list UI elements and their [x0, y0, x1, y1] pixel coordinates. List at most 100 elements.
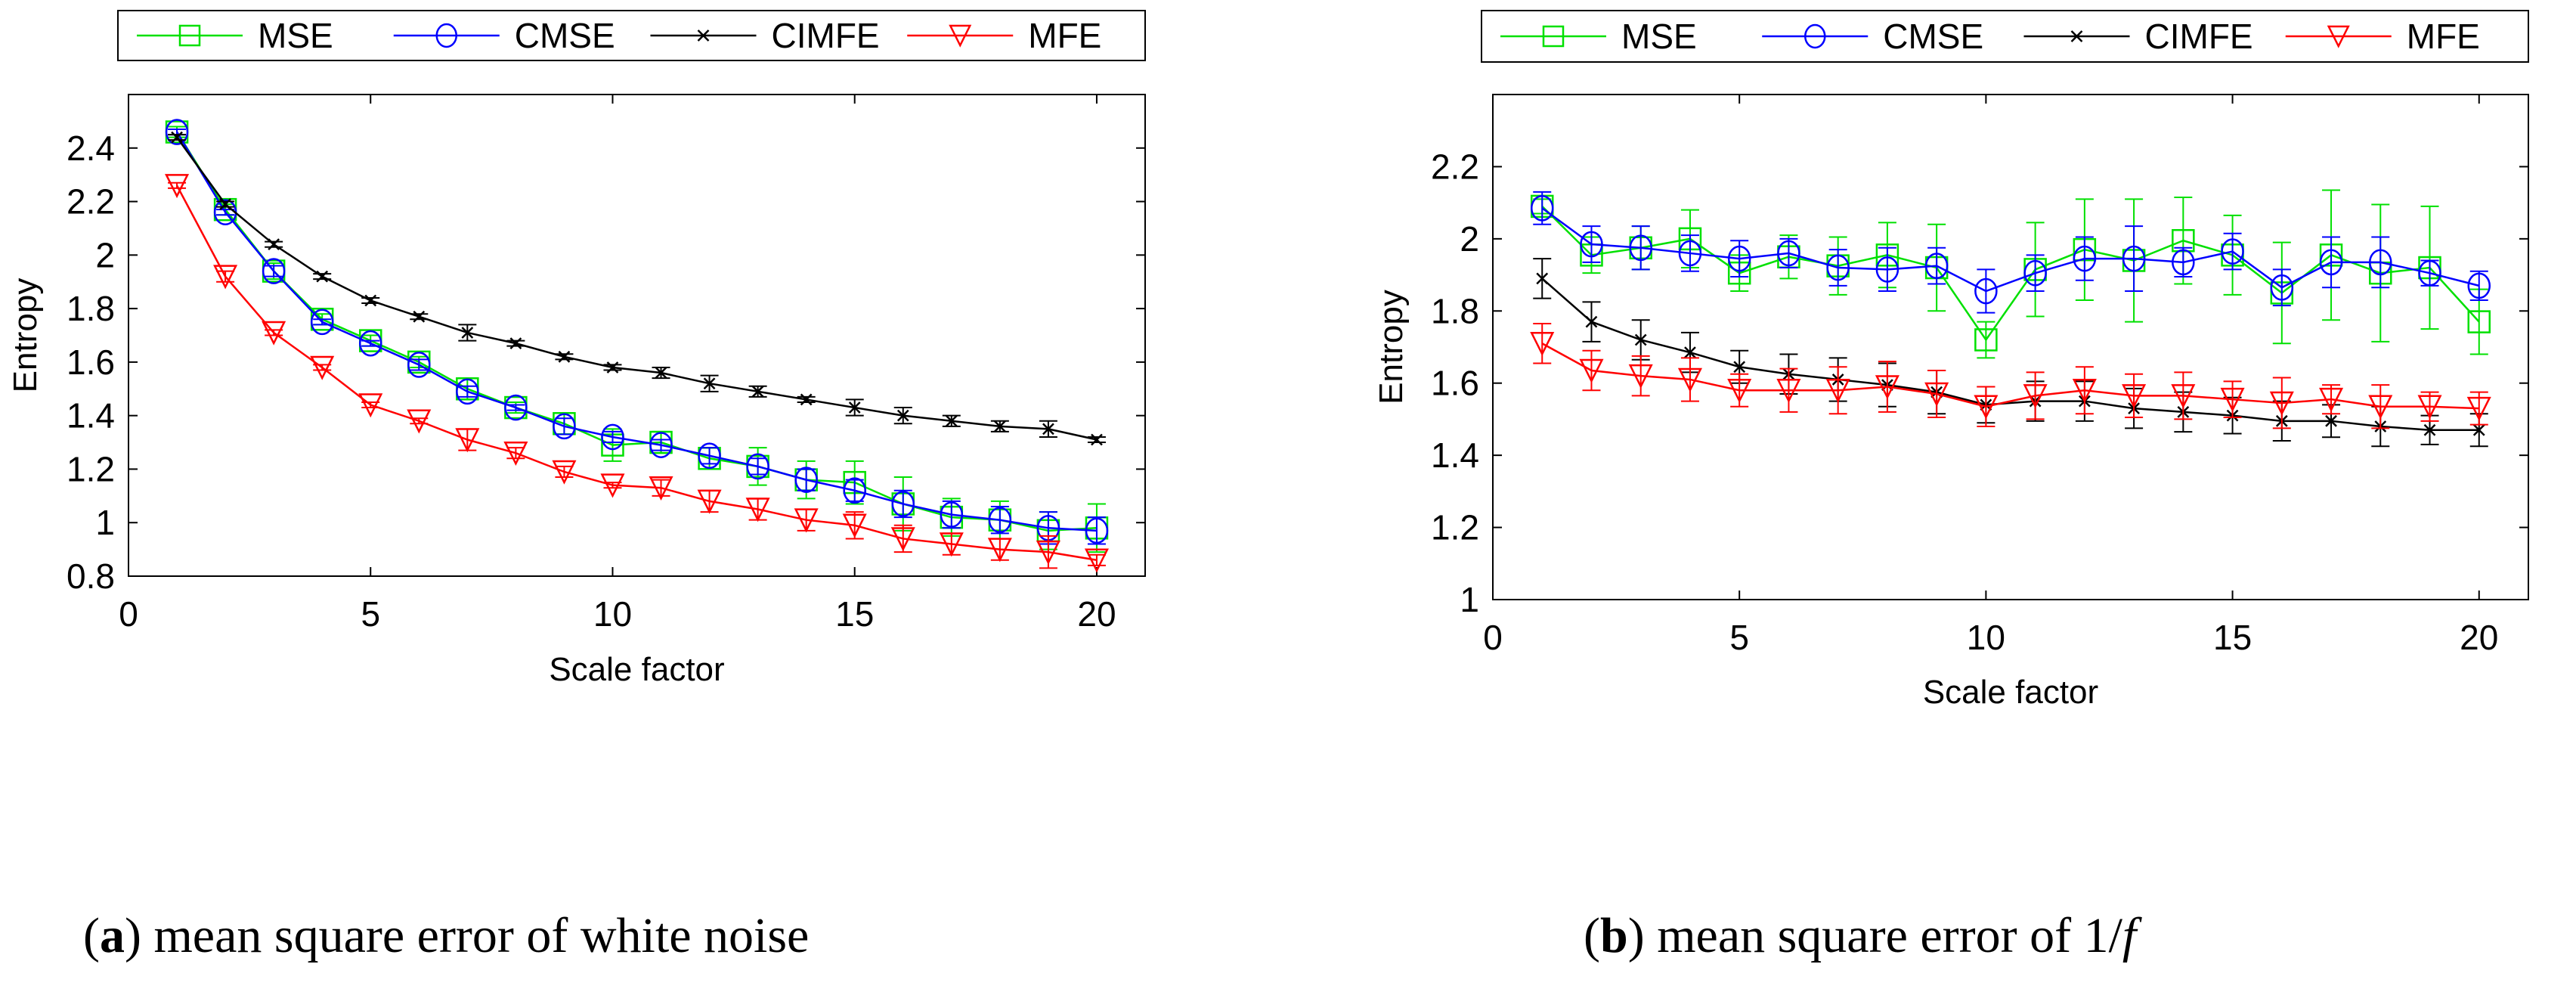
data-point	[794, 467, 818, 493]
error-bar	[2075, 236, 2094, 281]
error-bar	[168, 129, 187, 136]
y-tick-label: 1.2	[1431, 508, 1479, 547]
error-bar	[410, 358, 429, 371]
error-bar	[990, 505, 1009, 535]
data-point	[993, 420, 1006, 432]
y-axis-label: Entropy	[1373, 290, 1410, 405]
x-tick-label: 10	[1967, 618, 2005, 657]
y-tick-label: 2	[1460, 219, 1479, 259]
data-point	[1727, 379, 1752, 404]
data-point	[703, 377, 716, 390]
data-point	[461, 327, 474, 339]
legend-label: CMSE	[515, 16, 615, 55]
data-point	[843, 477, 866, 504]
chart-b: 0 5 10 15 20 1 1.2 1.4 1.6 1.8 2 2.2 Scale factor Ent…	[1373, 10, 2529, 711]
error-bar	[1533, 322, 1552, 364]
data-point	[600, 473, 625, 498]
data-point	[1727, 245, 1751, 272]
data-point	[558, 350, 571, 363]
data-point	[842, 513, 867, 538]
chart-a: 0 5 10 15 20 0.8 1 1.2 1.4 1.6 1.8 2 2.2 2.4 Scale fac…	[7, 10, 1146, 688]
data-point	[407, 409, 432, 434]
data-point	[1924, 382, 1949, 407]
data-point	[891, 491, 915, 517]
error-bar	[313, 318, 332, 326]
error-bar	[748, 498, 767, 521]
series-line-mfe	[1541, 343, 2479, 410]
legend-marker	[2327, 25, 2350, 48]
y-tick-label: 2	[95, 235, 115, 274]
data-point	[2072, 379, 2097, 404]
error-bar	[1533, 191, 1552, 225]
error-bar	[1631, 225, 1650, 271]
data-point	[1678, 240, 1702, 267]
series-line-cimfe	[176, 136, 1098, 441]
data-point	[2417, 395, 2442, 420]
error-bar	[555, 417, 574, 436]
data-point	[503, 441, 528, 467]
data-point	[2418, 259, 2441, 287]
data-point	[1974, 277, 1998, 305]
legend-marker	[2070, 30, 2083, 42]
data-point	[2319, 249, 2343, 276]
error-bar	[2469, 270, 2488, 301]
data-point	[794, 508, 819, 533]
x-axis-label: Scale factor	[1923, 674, 2098, 711]
data-point	[552, 460, 577, 485]
legend-label: MSE	[258, 16, 333, 55]
data-point	[1084, 548, 1109, 573]
y-tick-label: 2.2	[1431, 147, 1479, 186]
data-point	[601, 423, 624, 451]
data-point	[358, 393, 383, 418]
error-bar	[2075, 366, 2094, 415]
data-point	[800, 393, 813, 406]
error-bar	[1779, 367, 1798, 413]
data-point	[504, 394, 528, 421]
data-point	[1036, 540, 1060, 565]
x-axis-label: Scale factor	[549, 651, 724, 688]
series-mfe	[1530, 322, 2491, 429]
data-point	[1579, 358, 1604, 383]
data-point	[1530, 194, 1554, 222]
error-bar	[1828, 366, 1847, 415]
data-point	[1777, 240, 1800, 267]
legend-marker	[697, 29, 710, 42]
data-point	[945, 414, 958, 427]
data-point	[1684, 346, 1696, 359]
y-tick-label: 1.6	[1431, 364, 1479, 403]
data-point	[364, 294, 377, 307]
data-point	[2466, 396, 2491, 421]
data-point	[649, 476, 673, 501]
y-tick-label: 1.4	[1431, 436, 1479, 475]
x-tick-label: 0	[1483, 618, 1503, 657]
data-point	[697, 489, 722, 514]
data-point	[1826, 254, 1850, 281]
error-bar	[700, 489, 719, 513]
y-tick-label: 2.2	[67, 182, 115, 222]
error-bar	[458, 385, 477, 398]
data-point	[509, 337, 522, 350]
data-point	[310, 308, 334, 336]
x-tick-label: 10	[593, 594, 632, 634]
data-point	[455, 428, 480, 453]
data-point	[1629, 234, 1652, 262]
data-point	[606, 361, 619, 374]
series-line-cmse	[175, 131, 1098, 532]
error-bar	[2322, 236, 2341, 289]
error-bar	[1878, 246, 1896, 293]
data-point	[310, 355, 335, 380]
caption-b: (b) mean square error of 1/f	[1584, 908, 2137, 963]
legend-label: CMSE	[1883, 17, 1983, 56]
error-bar	[2174, 246, 2193, 277]
data-point	[2368, 395, 2393, 420]
data-point	[171, 131, 183, 144]
y-tick-label: 1	[1460, 580, 1479, 619]
error-bar	[1582, 349, 1601, 392]
error-bar	[1977, 321, 1995, 359]
data-point	[649, 432, 673, 458]
error-bar	[2174, 371, 2193, 420]
data-point	[2423, 423, 2436, 436]
series-cmse	[1530, 191, 2491, 314]
error-bar	[652, 479, 670, 497]
x-tick-label: 20	[1077, 594, 1116, 634]
